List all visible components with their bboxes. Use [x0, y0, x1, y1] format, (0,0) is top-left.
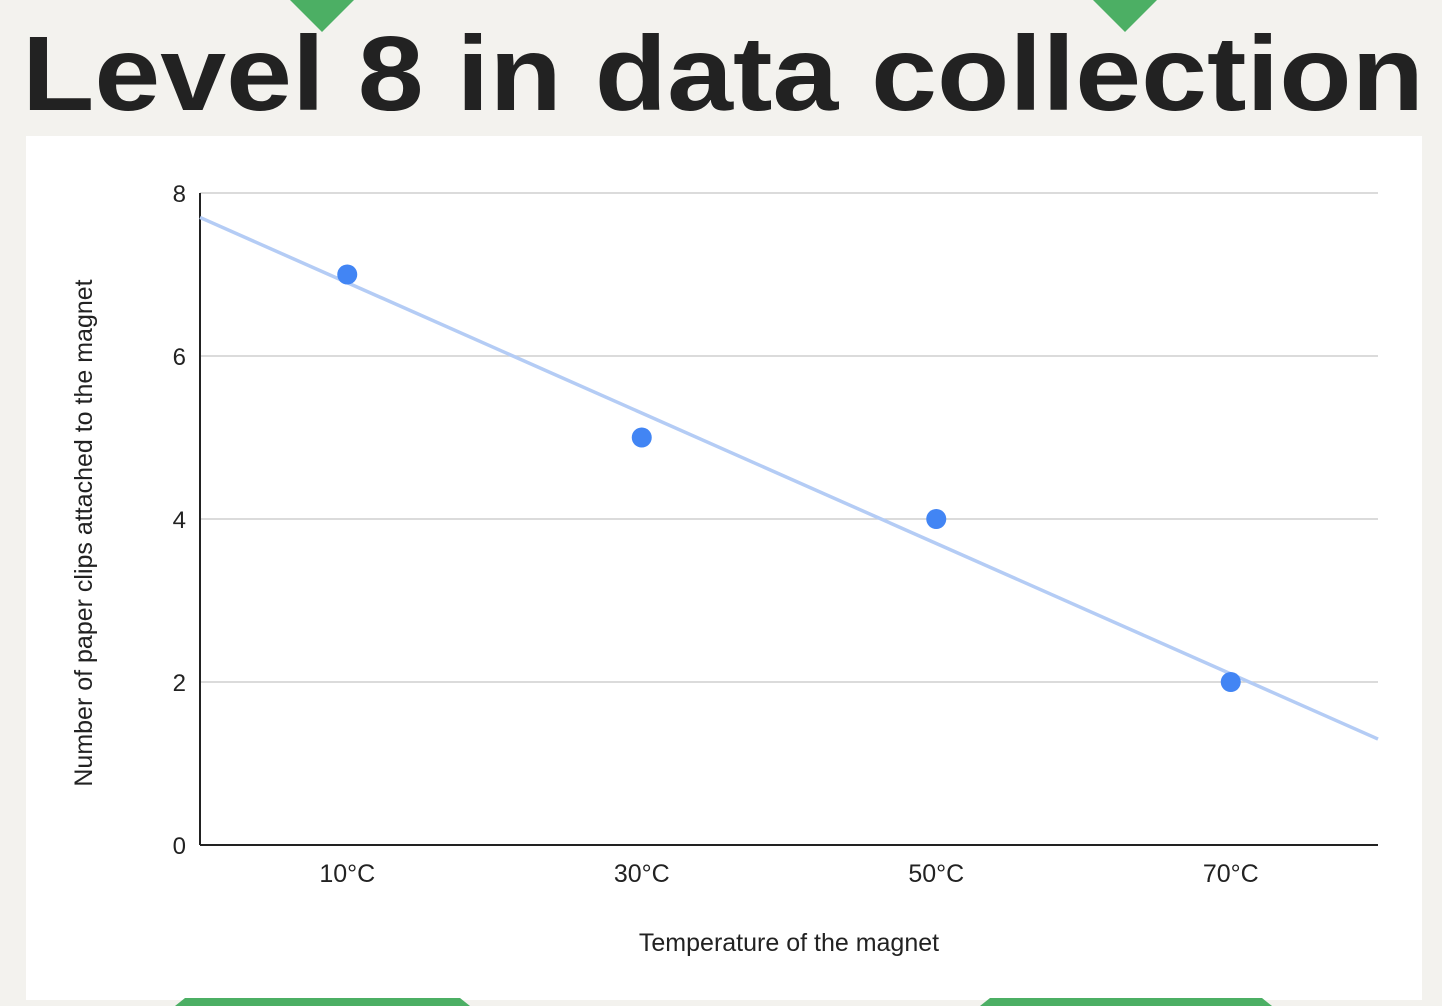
y-tick-label: 6 — [173, 344, 186, 371]
y-tick-label: 0 — [173, 833, 186, 860]
chart-panel — [26, 136, 1422, 1000]
x-tick-label: 10°C — [319, 860, 375, 888]
decoration — [980, 998, 1272, 1006]
decoration — [1093, 0, 1157, 32]
y-tick-label: 2 — [173, 670, 186, 697]
slide-title: Level 8 in data collection — [22, 15, 1424, 133]
point — [337, 264, 358, 285]
point — [631, 427, 652, 448]
decoration — [290, 0, 354, 32]
y-axis-label: Number of paper clips attached to the ma… — [70, 279, 98, 786]
x-tick-label: 50°C — [908, 860, 964, 888]
x-tick-label: 70°C — [1203, 860, 1259, 888]
x-axis-label: Temperature of the magnet — [639, 929, 939, 957]
point — [926, 509, 947, 529]
x-tick-label: 30°C — [614, 860, 670, 888]
decoration — [175, 998, 470, 1006]
y-tick-label: 4 — [173, 507, 186, 534]
point — [1220, 672, 1241, 692]
trendline — [199, 215, 1379, 741]
y-tick-label: 8 — [173, 181, 186, 208]
